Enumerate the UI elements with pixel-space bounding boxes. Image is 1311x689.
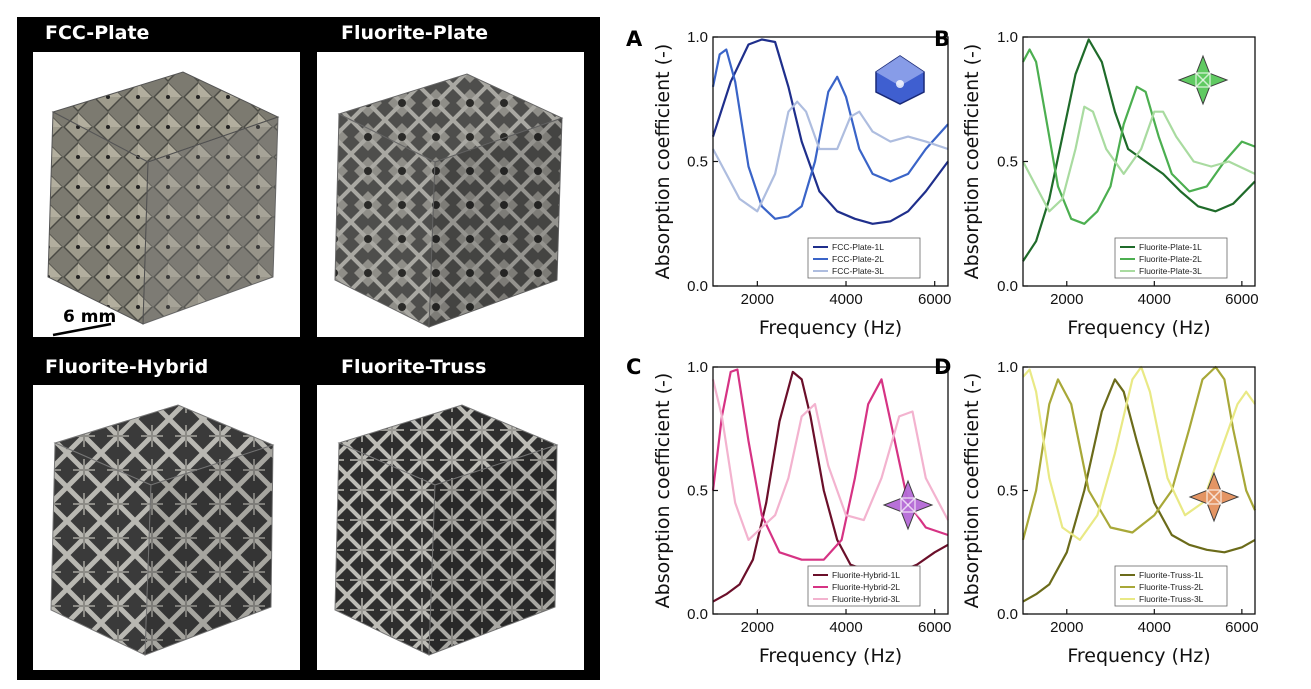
legend-entry: Fluorite-Hybrid-3L xyxy=(832,594,900,604)
legend-entry: Fluorite-Plate-3L xyxy=(1139,266,1202,276)
chart-panel-c: C 0.0 0.5 1.0 2000 4000 6000 Frequency (Hz) Abso… xyxy=(626,355,951,667)
x-tick-label: 2000 xyxy=(1050,291,1083,308)
series-line-2 xyxy=(1021,365,1257,541)
fluorite-hybrid-unit-cell-icon xyxy=(882,479,934,531)
x-tick-label: 2000 xyxy=(1050,619,1083,636)
photo-title-fluorite-plate: Fluorite-Plate xyxy=(341,22,489,44)
series-line-2 xyxy=(711,48,949,220)
chart-panel-a: A 0.0 0.5 1.0 2000 4000 6000 Frequency (Hz) Abso… xyxy=(626,27,951,339)
legend-entry: FCC-Plate-1L xyxy=(832,242,884,252)
photo-title-fcc-plate: FCC-Plate xyxy=(45,22,150,44)
y-axis-label: Absorption coefficient (-) xyxy=(652,44,674,280)
cube-fluorite-plate xyxy=(334,73,564,328)
y-tick-label: 0.0 xyxy=(687,606,708,623)
y-tick-label: 0.0 xyxy=(997,606,1018,623)
y-tick-label: 1.0 xyxy=(997,359,1018,376)
y-tick-label: 1.0 xyxy=(997,29,1018,46)
series-line-3 xyxy=(712,100,949,213)
x-axis-label: Frequency (Hz) xyxy=(759,645,902,667)
photo-fluorite-truss xyxy=(317,385,584,670)
charts-area: A 0.0 0.5 1.0 2000 4000 6000 Frequency (Hz) Abso… xyxy=(626,27,1259,667)
x-tick-label: 6000 xyxy=(1225,291,1258,308)
legend-entry: Fluorite-Plate-2L xyxy=(1139,254,1202,264)
x-tick-label: 4000 xyxy=(829,291,862,308)
x-tick-label: 6000 xyxy=(918,619,951,636)
y-axis-label: Absorption coefficient (-) xyxy=(961,44,983,280)
y-tick-label: 0.5 xyxy=(997,154,1018,171)
x-tick-label: 4000 xyxy=(829,619,862,636)
x-tick-label: 2000 xyxy=(741,291,774,308)
legend-entry: Fluorite-Truss-1L xyxy=(1139,570,1204,580)
photo-title-fluorite-truss: Fluorite-Truss xyxy=(341,356,487,378)
series-line-1 xyxy=(1022,378,1256,603)
x-tick-label: 6000 xyxy=(1225,619,1258,636)
cube-fcc-plate xyxy=(47,71,280,325)
legend-entry: FCC-Plate-2L xyxy=(832,254,884,264)
scale-bar: 6 mm xyxy=(52,307,116,337)
y-tick-label: 1.0 xyxy=(687,359,708,376)
x-tick-label: 2000 xyxy=(741,619,774,636)
legend: Fluorite-Hybrid-1L Fluorite-Hybrid-2L Fluo… xyxy=(807,565,921,607)
series-line-2 xyxy=(711,368,949,561)
series-line-3 xyxy=(1022,365,1256,541)
y-tick-label: 1.0 xyxy=(687,29,708,46)
cube-fluorite-hybrid xyxy=(50,404,275,656)
series-line-3 xyxy=(1022,105,1256,213)
legend: Fluorite-Plate-1L Fluorite-Plate-2L Fluori… xyxy=(1114,237,1228,279)
photo-fcc-plate: 6 mm xyxy=(33,52,300,337)
legend-entry: FCC-Plate-3L xyxy=(832,266,884,276)
x-tick-label: 4000 xyxy=(1138,619,1171,636)
photo-fluorite-plate xyxy=(317,52,584,337)
chart-panel-d: D 0.0 0.5 1.0 2000 4000 6000 Frequency (Hz) Abso… xyxy=(934,355,1259,667)
legend-entry: Fluorite-Hybrid-2L xyxy=(832,582,900,592)
panel-letter: B xyxy=(934,27,950,51)
y-tick-label: 0.5 xyxy=(997,483,1018,500)
chart-panel-b: B 0.0 0.5 1.0 2000 4000 6000 Frequency (Hz) Abso… xyxy=(934,27,1259,339)
legend: FCC-Plate-1L FCC-Plate-2L FCC-Plate-3L xyxy=(807,237,921,279)
y-axis-label: Absorption coefficient (-) xyxy=(652,373,674,609)
fluorite-truss-unit-cell-icon xyxy=(1188,471,1240,523)
x-axis-label: Frequency (Hz) xyxy=(1067,645,1210,667)
legend: Fluorite-Truss-1L Fluorite-Truss-2L Fluori… xyxy=(1114,565,1228,607)
series-line-1 xyxy=(711,38,949,225)
y-axis-label: Absorption coefficient (-) xyxy=(961,373,983,609)
panel-letter: A xyxy=(626,27,643,51)
y-tick-label: 0.5 xyxy=(687,154,708,171)
y-tick-label: 0.0 xyxy=(687,278,708,295)
legend-entry: Fluorite-Plate-1L xyxy=(1139,242,1202,252)
scale-bar-label: 6 mm xyxy=(63,307,116,327)
series-line-2 xyxy=(1022,48,1256,225)
legend-entry: Fluorite-Truss-3L xyxy=(1139,594,1204,604)
fcc-plate-unit-cell-icon xyxy=(875,55,925,105)
photo-title-fluorite-hybrid: Fluorite-Hybrid xyxy=(45,356,209,378)
x-axis-label: Frequency (Hz) xyxy=(759,317,902,339)
photo-fluorite-hybrid xyxy=(33,385,300,670)
legend-entry: Fluorite-Truss-2L xyxy=(1139,582,1204,592)
panel-letter: D xyxy=(934,355,951,379)
legend-entry: Fluorite-Hybrid-1L xyxy=(832,570,900,580)
y-tick-label: 0.0 xyxy=(997,278,1018,295)
panel-letter: C xyxy=(626,355,641,379)
cube-fluorite-truss xyxy=(334,404,559,656)
fluorite-plate-unit-cell-icon xyxy=(1177,54,1229,106)
y-tick-label: 0.5 xyxy=(687,483,708,500)
x-tick-label: 6000 xyxy=(918,291,951,308)
x-axis-label: Frequency (Hz) xyxy=(1067,317,1210,339)
series-line-3 xyxy=(711,379,949,541)
photo-panel: FCC-Plate Fluorite-Plate Fluorite-Hybrid… xyxy=(17,17,600,680)
x-tick-label: 4000 xyxy=(1138,291,1171,308)
